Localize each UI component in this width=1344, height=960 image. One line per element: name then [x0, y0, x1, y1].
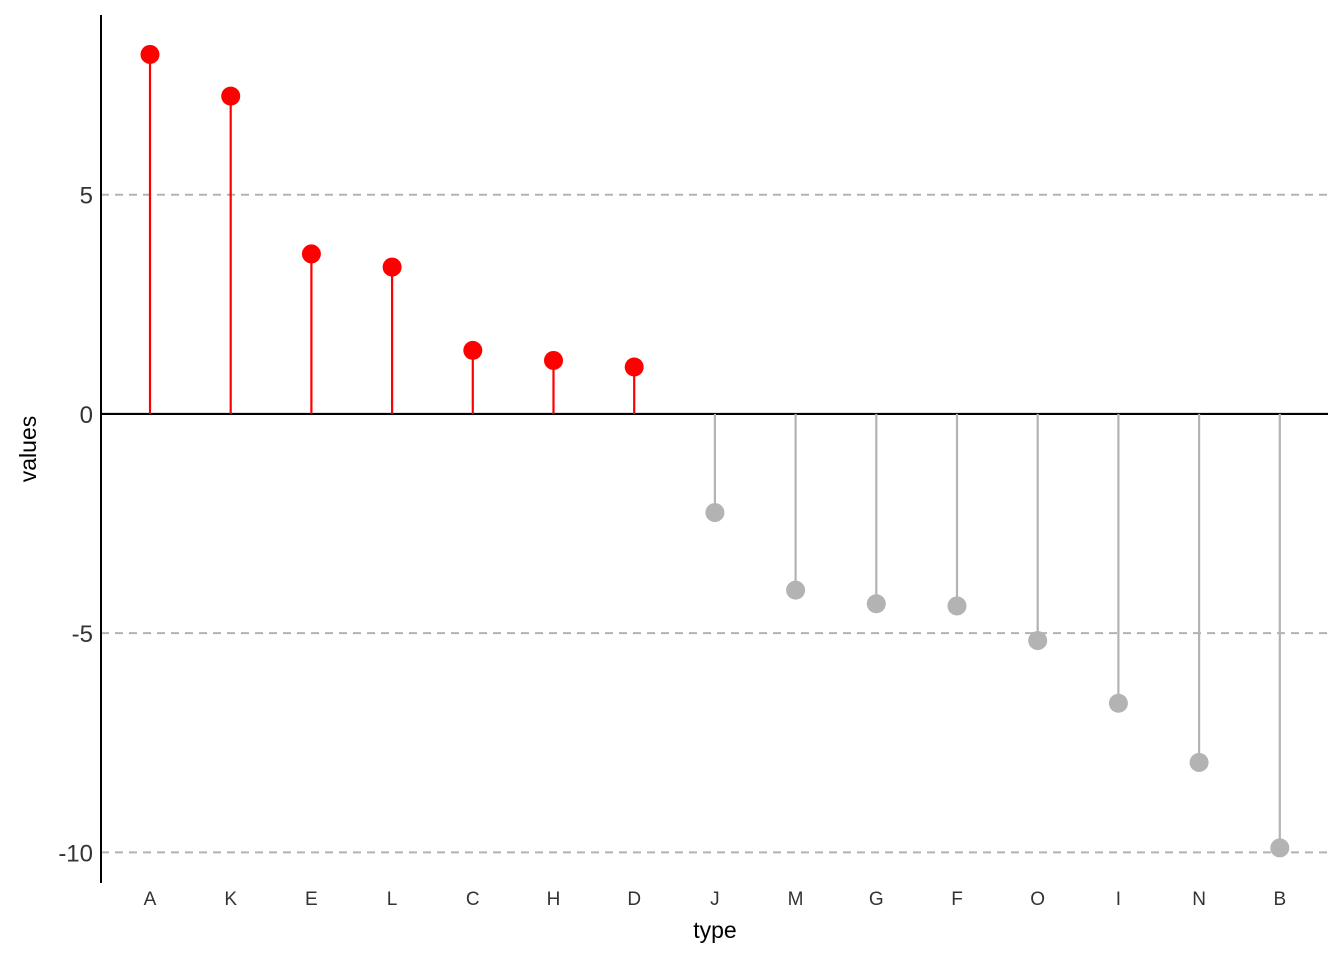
lollipop-point-A	[140, 44, 160, 64]
x-tick-label: J	[710, 889, 720, 910]
lollipop-point-F	[947, 596, 967, 616]
x-tick-label: I	[1116, 889, 1121, 910]
lollipop-point-G	[866, 594, 886, 614]
lollipop-point-O	[1028, 631, 1048, 651]
lollipop-point-N	[1189, 752, 1209, 772]
x-tick-label: M	[788, 889, 804, 910]
x-tick-label: N	[1192, 889, 1206, 910]
x-tick-label: B	[1273, 889, 1286, 910]
x-tick-label: A	[144, 889, 157, 910]
lollipop-point-L	[382, 257, 402, 277]
x-axis-title: type	[693, 917, 736, 943]
lollipop-point-E	[301, 244, 321, 264]
points-layer	[140, 44, 1290, 858]
lollipop-point-B	[1270, 838, 1290, 858]
lollipop-point-M	[786, 580, 806, 600]
lollipop-point-H	[544, 350, 563, 370]
y-tick-label: -5	[72, 621, 93, 648]
lollipop-point-I	[1108, 693, 1128, 713]
lollipop-point-C	[463, 340, 483, 360]
x-tick-label: C	[466, 889, 480, 910]
x-tick-label: E	[305, 889, 318, 910]
x-tick-label: L	[387, 889, 398, 910]
y-tick-label: 5	[80, 183, 93, 210]
grid-layer	[101, 193, 1328, 854]
x-tick-label: G	[869, 889, 884, 910]
y-tick-labels: 5 0 -5 -10	[58, 183, 93, 868]
y-axis-title: values	[15, 416, 41, 482]
x-tick-label: H	[547, 889, 561, 910]
y-tick-label: -10	[58, 840, 93, 867]
lollipop-point-K	[221, 86, 241, 106]
lollipop-point-J	[705, 503, 725, 523]
x-tick-label: D	[627, 889, 641, 910]
lollipop-point-D	[624, 357, 644, 377]
x-tick-label: O	[1030, 889, 1045, 910]
stems-layer	[148, 54, 1281, 848]
x-tick-label: F	[951, 889, 963, 910]
y-tick-label: 0	[80, 402, 93, 429]
x-tick-label: K	[224, 889, 237, 910]
